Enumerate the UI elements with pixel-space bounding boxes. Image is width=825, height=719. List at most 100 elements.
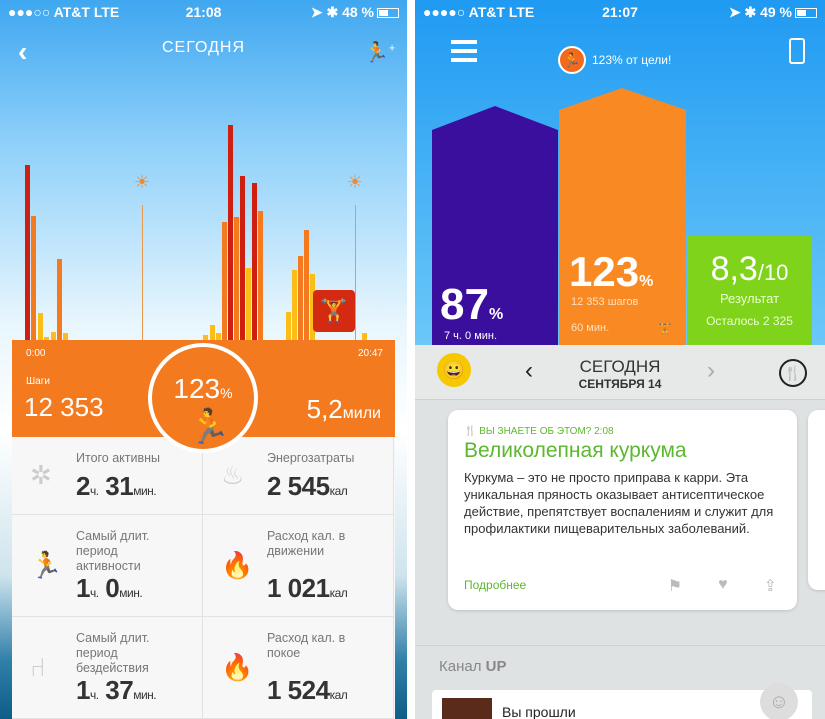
carrier: ●●●○○ AT&T LTE	[8, 4, 120, 20]
right-screen: ●●●●○ AT&T LTE 21:07 ➤ ✱ 49 % 🏃 123% от …	[415, 0, 825, 719]
activity-bar	[246, 268, 251, 340]
clock: 21:08	[185, 4, 222, 20]
stat-cell[interactable]: ✲ Итого активны 2ч. 31мин.	[12, 437, 203, 515]
distance-value: 5,2	[306, 394, 343, 424]
goal-runner-icon: 🏃	[558, 46, 586, 74]
timeline-start: 0:00	[26, 348, 46, 359]
activity-bar	[222, 222, 227, 340]
flame-icon: 🔥	[221, 652, 254, 682]
status-bar: ●●●●○ AT&T LTE 21:07 ➤ ✱ 49 %	[423, 4, 817, 22]
stat-cell[interactable]: ⑁ Самый длит. период бездействия 1ч. 37мин…	[12, 617, 203, 719]
food-score: 8,3	[710, 250, 758, 288]
activity-bar	[258, 211, 263, 340]
stat-value: 1ч. 37мин.	[76, 675, 157, 705]
card-title: Великолепная куркума	[464, 439, 687, 462]
stat-value: 1ч. 0мин.	[76, 573, 143, 603]
next-card[interactable]	[808, 410, 825, 590]
activity-bar	[252, 183, 257, 340]
timeline-end: 20:47	[357, 348, 383, 359]
move-unit: %	[639, 273, 654, 290]
feed-item[interactable]: Вы прошли	[432, 690, 812, 719]
workout-marker[interactable]: 🏋	[313, 290, 355, 332]
flag-icon[interactable]: ⚑	[667, 578, 683, 595]
card-time: 2:08	[594, 426, 614, 437]
stat-cell[interactable]: 🔥 Расход кал. в движении 1 021кал	[203, 515, 394, 617]
move-bar	[559, 88, 686, 345]
carrier: ●●●●○ AT&T LTE	[423, 4, 535, 20]
menu-icon[interactable]	[451, 40, 477, 62]
card-tag: ВЫ ЗНАЕТЕ ОБ ЭТОМ?	[479, 426, 592, 437]
activity-bar	[210, 325, 215, 340]
runner-icon: 🏃	[188, 408, 231, 446]
stat-label: Самый длит. период бездействия	[76, 631, 150, 675]
sun-marker-line	[355, 205, 356, 340]
back-button[interactable]: ‹	[18, 36, 28, 67]
activity-bar	[63, 333, 68, 340]
smiley-button[interactable]: ☺	[760, 683, 798, 719]
status-bar: ●●●○○ AT&T LTE 21:08 ➤ ✱ 48 %	[8, 4, 399, 22]
next-day-button[interactable]: ›	[707, 357, 715, 384]
runner-icon: 🏃	[30, 550, 63, 580]
activity-bar	[310, 274, 315, 340]
activity-bar	[44, 337, 49, 340]
feed-item-text: Вы прошли	[502, 704, 576, 719]
sleep-duration: 7 ч. 0 мин.	[444, 330, 498, 342]
move-steps: 12 353 шагов	[571, 296, 639, 308]
activity-bar	[292, 270, 297, 340]
activity-bar	[216, 333, 221, 340]
prev-day-button[interactable]: ‹	[525, 357, 533, 384]
location-icon: ➤ ✱	[310, 4, 343, 20]
feed-title-bold: UP	[485, 658, 507, 675]
sunset-icon: ☀	[346, 172, 364, 192]
activity-icon: ✲	[30, 460, 52, 490]
activity-bar	[286, 312, 291, 340]
device-icon[interactable]	[789, 38, 805, 64]
flames-icon: ♨	[221, 460, 245, 490]
goal-progress-circle[interactable]: 123% 🏃	[148, 343, 258, 453]
move-block[interactable]: 123% 12 353 шагов 60 мин. 🏋	[559, 248, 686, 335]
stat-label: Энергозатраты	[267, 451, 355, 465]
battery-icon	[377, 8, 399, 19]
activity-bar	[38, 313, 43, 340]
activity-bar	[228, 125, 233, 340]
summary-bars	[432, 88, 812, 345]
sleep-block[interactable]: 87% 7 ч. 0 мин.	[432, 280, 558, 342]
smiley-mood-icon[interactable]: 😀	[437, 353, 471, 387]
tip-card[interactable]: 🍴 ВЫ ЗНАЕТЕ ОБ ЭТОМ? 2:08 Великолепная к…	[448, 410, 797, 610]
stat-label: Итого активны	[76, 451, 161, 465]
sleep-unit: %	[488, 306, 504, 323]
activity-bar	[203, 335, 208, 340]
activity-bar	[240, 176, 245, 340]
food-label: Результат	[719, 291, 780, 306]
stat-label: Самый длит. период активности	[76, 529, 150, 573]
sun-marker-line	[142, 205, 143, 340]
sunrise-icon: ☀	[133, 172, 151, 192]
share-icon[interactable]: ⇪	[763, 578, 777, 595]
food-remaining: Осталось 2 325	[706, 314, 793, 328]
stat-cell[interactable]: 🔥 Расход кал. в покое 1 524кал	[203, 617, 394, 719]
stat-value: 2ч. 31мин.	[76, 471, 157, 501]
stat-value: 1 021кал	[267, 573, 348, 603]
stat-cell[interactable]: ♨ Энергозатраты 2 545кал	[203, 437, 394, 515]
heart-icon[interactable]: ♥	[718, 576, 728, 593]
divider	[415, 645, 825, 646]
stat-value: 2 545кал	[267, 471, 348, 501]
percent-sign: %	[220, 385, 233, 401]
stat-cell[interactable]: 🏃 Самый длит. период активности 1ч. 0мин.	[12, 515, 203, 617]
activity-bar	[234, 217, 239, 340]
food-block[interactable]: 8,3/10 Результат Осталось 2 325	[687, 250, 812, 328]
date-subtitle: СЕНТЯБРЯ 14	[578, 377, 662, 391]
activity-bar	[57, 259, 62, 340]
stat-label: Расход кал. в покое	[267, 631, 346, 660]
more-link[interactable]: Подробнее	[464, 578, 527, 592]
activity-bar	[362, 333, 367, 340]
battery-text: 49 %	[760, 4, 792, 20]
battery-icon	[795, 8, 817, 19]
card-body: Куркума – это не просто приправа к карри…	[464, 470, 774, 536]
food-log-icon[interactable]: 🍴	[779, 359, 807, 387]
battery-text: 48 %	[342, 4, 374, 20]
add-activity-icon[interactable]: 🏃+	[364, 42, 396, 64]
food-bar	[687, 236, 812, 345]
distance-unit: мили	[342, 405, 381, 422]
fork-icon: 🍴	[464, 426, 480, 437]
